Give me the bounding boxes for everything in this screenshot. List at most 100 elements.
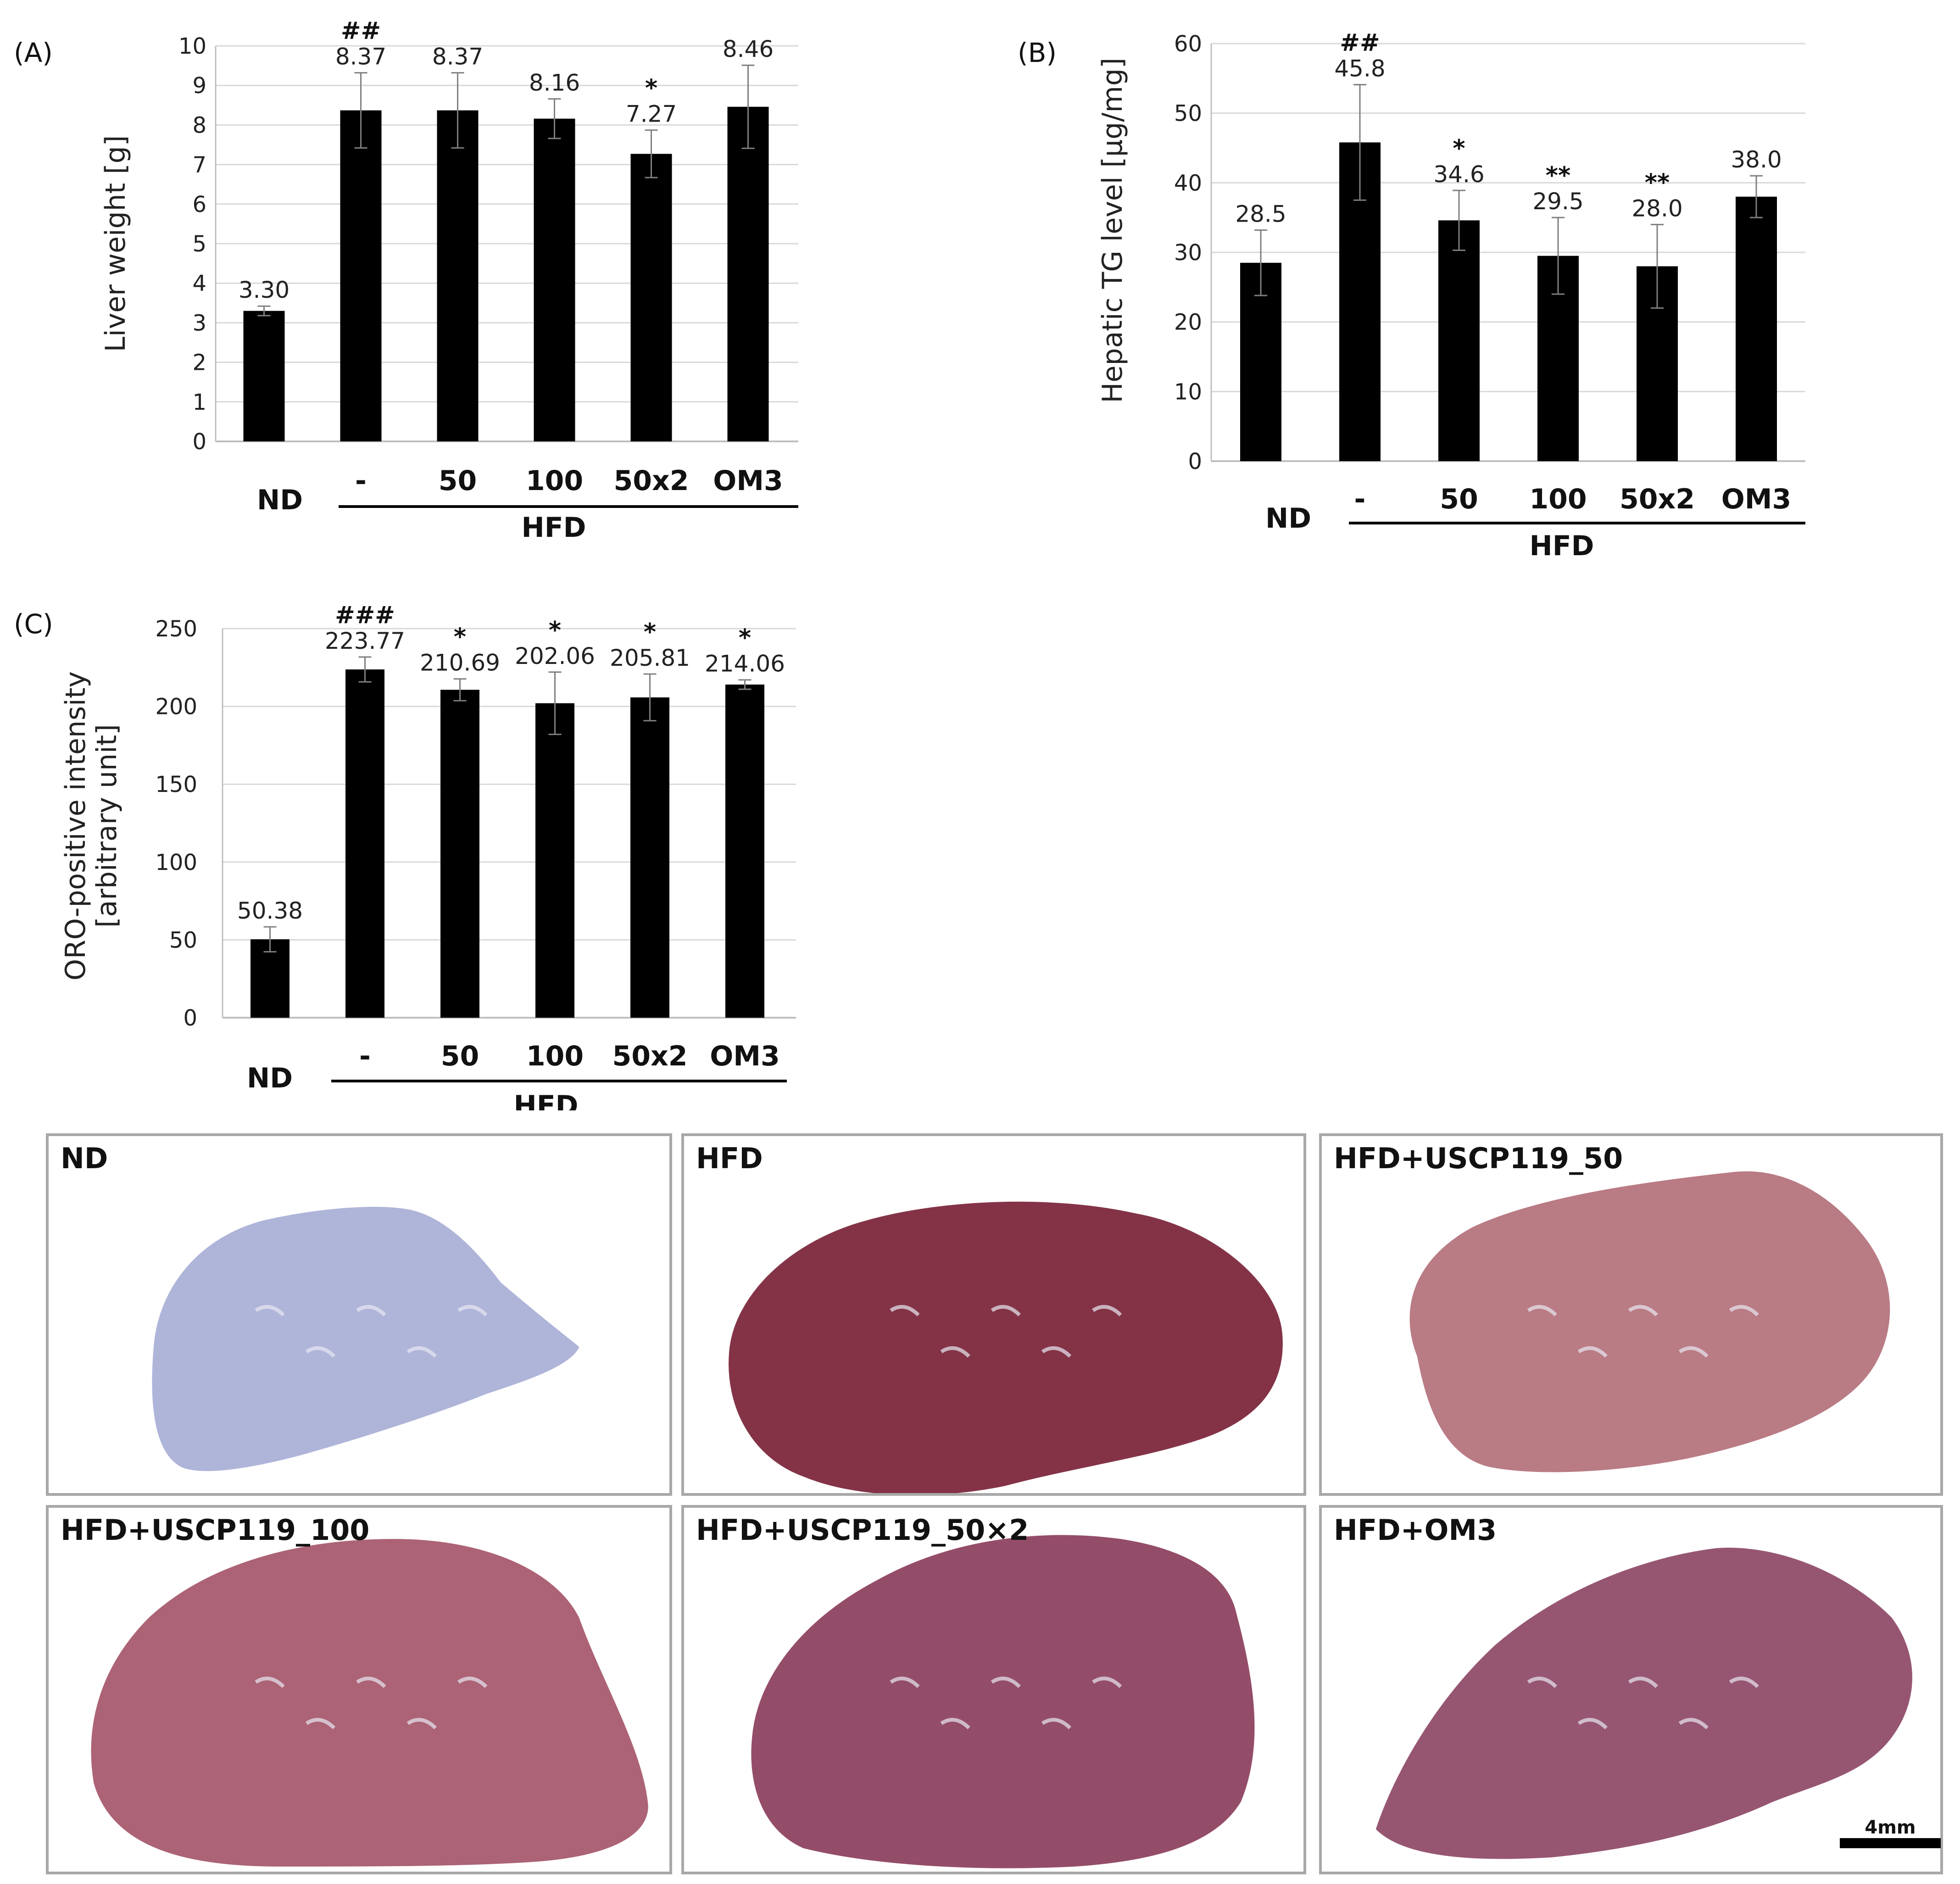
liver-section-shape (152, 1207, 579, 1472)
y-tick-label: 6 (192, 192, 206, 217)
bar (340, 110, 382, 442)
category-label: 100 (526, 465, 583, 497)
bar (725, 684, 764, 1018)
vessel-mark (305, 1346, 336, 1358)
vessel-mark (1527, 1305, 1557, 1316)
histology-panel-title: HFD+USCP119_50×2 (696, 1513, 1029, 1547)
significance-marker: ** (1546, 162, 1570, 190)
category-label: 50 (439, 465, 477, 497)
vessel-mark (457, 1677, 488, 1688)
vessel-mark (991, 1305, 1021, 1316)
y-tick-label: 10 (1174, 379, 1202, 405)
scale-bar-label: 4mm (1865, 1817, 1916, 1838)
vessel-mark (1527, 1677, 1557, 1688)
histology-panel: HFD+USCP119_50 (1319, 1133, 1943, 1496)
vessel-mark (1041, 1718, 1072, 1729)
significance-marker: * (454, 624, 466, 651)
data-label: 34.6 (1433, 161, 1484, 188)
y-tick-label: 1 (192, 390, 206, 415)
data-label: 50.38 (237, 897, 303, 924)
vessel-mark (940, 1718, 970, 1729)
data-label: 8.46 (723, 36, 774, 62)
vessel-mark (890, 1677, 920, 1688)
panel-label: (B) (1018, 37, 1057, 68)
category-label: OM3 (1721, 483, 1791, 515)
data-label: 38.0 (1731, 146, 1782, 173)
category-label: - (355, 465, 367, 497)
data-label: 223.77 (325, 628, 405, 654)
bar (630, 697, 669, 1018)
y-tick-label: 30 (1174, 240, 1202, 266)
y-tick-label: 50 (1174, 101, 1202, 127)
vessel-mark (1678, 1718, 1709, 1729)
y-tick-label: 7 (192, 152, 206, 178)
y-tick-label: 100 (155, 850, 197, 875)
liver-section-shape (751, 1535, 1255, 1868)
vessel-mark (305, 1718, 336, 1729)
histology-panel: HFD+OM3 (1319, 1505, 1943, 1874)
liver-section-image (729, 1201, 1283, 1493)
histology-panel-title: HFD+USCP119_100 (61, 1513, 370, 1547)
histology-panel-title: HFD+USCP119_50 (1334, 1142, 1623, 1175)
category-label: ND (257, 484, 303, 516)
vessel-mark (1678, 1346, 1709, 1358)
histology-panel-title: HFD+OM3 (1334, 1513, 1497, 1547)
vessel-mark (406, 1346, 437, 1358)
group-label: HFD (521, 512, 586, 544)
significance-marker: * (549, 617, 561, 644)
category-label: - (1354, 483, 1366, 515)
y-tick-label: 10 (178, 33, 206, 59)
vessel-mark (1729, 1677, 1759, 1688)
histology-panel: HFD+USCP119_50×2 (681, 1505, 1306, 1874)
significance-marker: ## (1340, 29, 1380, 56)
category-label: OM3 (710, 1040, 780, 1072)
bar (630, 154, 672, 441)
vessel-mark (1092, 1305, 1122, 1316)
liver-section-shape (1375, 1548, 1912, 1859)
histology-panel: HFD (681, 1133, 1306, 1496)
data-label: 28.5 (1235, 201, 1286, 227)
panel-label: (C) (14, 608, 53, 640)
bar (345, 669, 384, 1018)
y-tick-label: 40 (1174, 170, 1202, 196)
category-label: 50x2 (1620, 483, 1695, 515)
y-tick-label: 9 (192, 73, 206, 99)
y-axis-label: Hepatic TG level [µg/mg] (1097, 58, 1129, 403)
vessel-mark (356, 1677, 386, 1688)
vessel-mark (1628, 1677, 1658, 1688)
bar (1438, 220, 1480, 461)
liver-section-image (1375, 1548, 1912, 1859)
category-label: ND (247, 1062, 293, 1094)
category-label: 50 (1440, 483, 1478, 515)
y-tick-label: 0 (183, 1005, 197, 1031)
data-label: 205.81 (610, 645, 690, 671)
significance-marker: ## (341, 17, 381, 45)
data-label: 29.5 (1532, 188, 1583, 215)
liver-section-image (152, 1207, 579, 1472)
liver-section-image (91, 1538, 648, 1867)
data-label: 202.06 (515, 643, 595, 669)
significance-marker: ** (1645, 169, 1670, 196)
category-label: - (359, 1040, 371, 1072)
y-tick-label: 2 (192, 350, 206, 376)
y-tick-label: 0 (1188, 449, 1202, 474)
y-tick-label: 200 (155, 694, 197, 720)
y-tick-label: 0 (192, 429, 206, 455)
y-axis-label: ORO-positive intensity (60, 671, 92, 981)
histology-panel: HFD+USCP119_100 (46, 1505, 672, 1874)
category-label: 100 (526, 1040, 584, 1072)
vessel-mark (940, 1346, 970, 1358)
liver-section-image (1409, 1171, 1890, 1472)
liver-section-shape (91, 1538, 648, 1867)
category-label: ND (1265, 502, 1311, 535)
data-label: 3.30 (239, 277, 290, 303)
bar (440, 690, 479, 1018)
bar (534, 118, 575, 441)
data-label: 214.06 (705, 651, 785, 677)
category-label: OM3 (713, 465, 783, 497)
vessel-mark (406, 1718, 437, 1729)
y-tick-label: 250 (155, 616, 197, 642)
significance-marker: ### (335, 602, 395, 629)
data-label: 8.16 (529, 70, 580, 96)
